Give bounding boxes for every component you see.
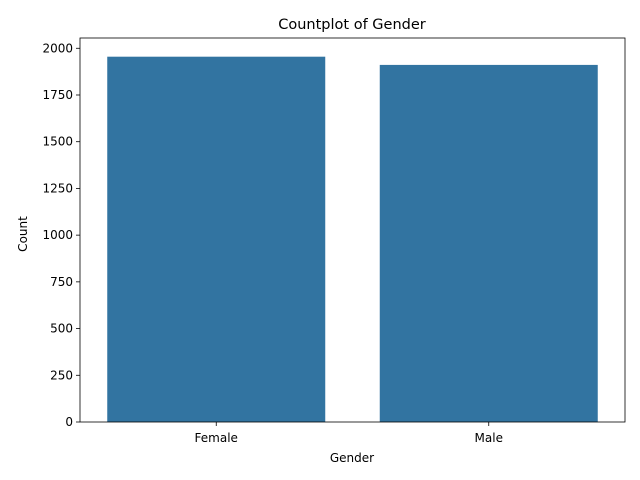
y-axis-label: Count (16, 216, 30, 252)
y-tick-label: 1000 (42, 228, 73, 242)
bar-male (379, 64, 598, 422)
plot-area: Female Male 0 250 500 750 1000 1250 1500 1750 2000 (42, 37, 626, 445)
y-tick-label: 250 (50, 368, 73, 382)
plot-frame (79, 37, 626, 423)
y-tick-label: 1500 (42, 135, 73, 149)
x-axis-label: Gender (330, 451, 374, 465)
y-tick-label: 500 (50, 322, 73, 336)
x-tick-label: Male (475, 431, 503, 445)
bar-female (107, 56, 326, 422)
y-tick-label: 1750 (42, 88, 73, 102)
y-tick-label: 0 (65, 415, 73, 429)
x-tick-label: Female (195, 431, 238, 445)
chart-title: Countplot of Gender (278, 17, 426, 33)
y-tick-label: 2000 (42, 41, 73, 55)
y-tick-label: 1250 (42, 181, 73, 195)
y-tick-label: 750 (50, 275, 73, 289)
